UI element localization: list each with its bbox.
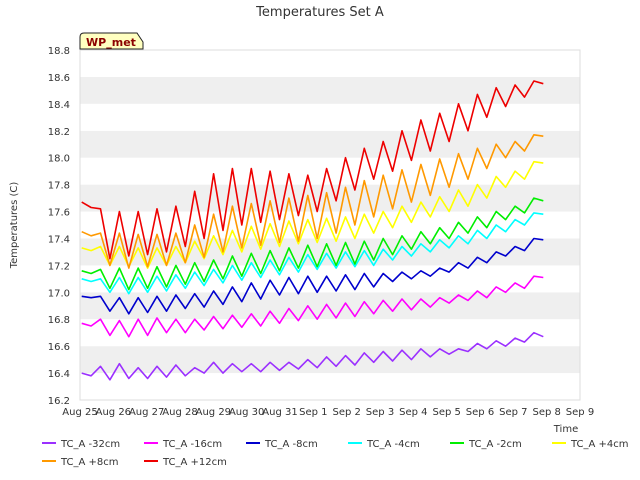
y-axis-label: Temperatures (C) — [9, 182, 20, 270]
grid-band — [80, 130, 580, 158]
x-tick-label: Sep 3 — [366, 407, 394, 418]
x-tick-label: Sep 5 — [432, 407, 460, 418]
grid-band — [80, 50, 580, 77]
x-tick-label: Sep 8 — [532, 407, 560, 418]
series-lines — [81, 80, 544, 381]
series-line-6 — [81, 134, 544, 269]
x-tick-label: Aug 26 — [96, 407, 131, 418]
legend-entry: TC_A +8cm — [60, 457, 119, 468]
x-tick-label: Sep 4 — [399, 407, 427, 418]
y-tick-label: 17.0 — [48, 288, 70, 299]
x-tick-label: Aug 25 — [62, 407, 97, 418]
x-tick-label: Aug 28 — [162, 407, 197, 418]
y-axis-ticks: 16.2 16.4 16.6 16.8 17.0 17.2 17.4 17.6 17.8 18.0… — [48, 46, 70, 407]
legend-entry: TC_A +4cm — [570, 439, 629, 450]
y-tick-label: 17.6 — [48, 208, 70, 219]
site-badge-label: WP_met — [86, 36, 136, 49]
y-tick-label: 16.4 — [48, 369, 70, 380]
y-tick-label: 18.0 — [48, 154, 70, 165]
x-tick-label: Sep 2 — [332, 407, 360, 418]
y-tick-label: 16.8 — [48, 315, 70, 326]
x-tick-label: Sep 9 — [566, 407, 594, 418]
x-tick-label: Sep 1 — [299, 407, 327, 418]
y-tick-label: 16.2 — [48, 396, 70, 407]
grid-band — [80, 292, 580, 320]
series-line-2 — [81, 237, 544, 315]
series-line-4 — [81, 197, 544, 291]
y-tick-label: 16.6 — [48, 342, 70, 353]
x-tick-label: Sep 7 — [499, 407, 527, 418]
chart-title: Temperatures Set A — [255, 5, 384, 20]
series-line-5 — [81, 160, 544, 269]
y-tick-label: 17.8 — [48, 181, 70, 192]
y-tick-label: 18.8 — [48, 46, 70, 57]
legend-entry: TC_A +12cm — [162, 457, 227, 468]
x-axis-label: Time — [553, 424, 578, 435]
legend-entry: TC_A -16cm — [162, 439, 222, 450]
site-badge: WP_met — [79, 32, 144, 50]
legend: TC_A -32cm TC_A -16cm TC_A -8cm TC_A -4cm TC… — [42, 439, 629, 468]
grid-band — [80, 103, 580, 131]
grid-band — [80, 76, 580, 104]
legend-entry: TC_A -2cm — [468, 439, 522, 450]
y-tick-label: 18.6 — [48, 73, 70, 84]
y-tick-label: 18.2 — [48, 127, 70, 138]
series-line-0 — [81, 331, 544, 381]
y-tick-label: 17.4 — [48, 234, 70, 245]
legend-entry: TC_A -32cm — [60, 439, 120, 450]
x-tick-label: Aug 29 — [196, 407, 231, 418]
grid-band — [80, 373, 580, 400]
y-tick-label: 17.2 — [48, 261, 70, 272]
series-line-1 — [81, 275, 544, 338]
x-tick-label: Aug 27 — [129, 407, 164, 418]
x-tick-label: Sep 6 — [466, 407, 494, 418]
x-tick-label: Aug 31 — [262, 407, 297, 418]
y-tick-label: 18.4 — [48, 100, 70, 111]
series-line-7 — [81, 80, 544, 260]
plot-frame — [79, 49, 581, 401]
x-tick-label: Aug 30 — [229, 407, 264, 418]
legend-entry: TC_A -8cm — [264, 439, 318, 450]
series-line-3 — [81, 212, 544, 295]
legend-entry: TC_A -4cm — [366, 439, 420, 450]
